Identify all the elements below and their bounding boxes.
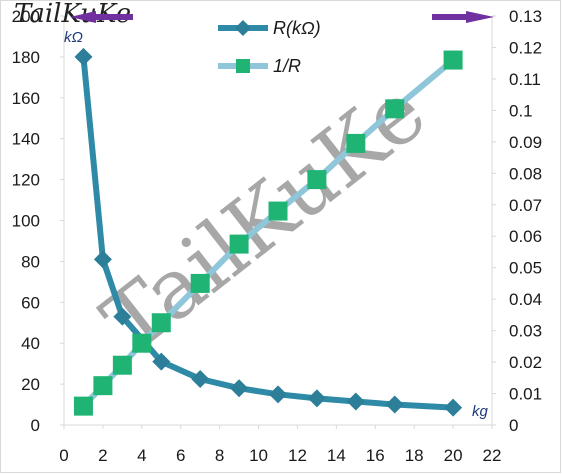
data-point-resistance bbox=[152, 352, 171, 371]
y-left-tick-label: 200 bbox=[12, 7, 40, 26]
y-right-tick-label: 0.01 bbox=[509, 385, 542, 404]
y-left-tick-label: 160 bbox=[12, 89, 40, 108]
right-axis-arrow-icon bbox=[432, 11, 494, 23]
y-left-tick-label: 100 bbox=[12, 212, 40, 231]
x-tick-label: 20 bbox=[444, 446, 463, 465]
data-point-reciprocal bbox=[385, 99, 405, 119]
legend-label-resistance: R(kΩ) bbox=[273, 18, 321, 38]
y-right-tick-label: 0 bbox=[509, 416, 518, 435]
y-right-tick-label: 0.03 bbox=[509, 322, 542, 341]
data-point-resistance bbox=[307, 389, 326, 408]
y-left-tick-label: 80 bbox=[21, 252, 40, 271]
y-right-tick-label: 0.05 bbox=[509, 259, 542, 278]
left-axis-arrow-icon bbox=[70, 11, 133, 23]
y-right-tick-label: 0.07 bbox=[509, 196, 542, 215]
data-point-resistance bbox=[74, 47, 93, 66]
arrows-layer bbox=[70, 11, 494, 23]
x-tick-label: 22 bbox=[483, 446, 502, 465]
y-left-tick-label: 40 bbox=[21, 334, 40, 353]
x-tick-label: 8 bbox=[215, 446, 224, 465]
x-tick-label: 16 bbox=[366, 446, 385, 465]
y-right-tick-label: 0.11 bbox=[509, 70, 541, 89]
legend-label-reciprocal: 1/R bbox=[273, 56, 301, 76]
y-right-tick-label: 0.09 bbox=[509, 133, 542, 152]
y-right-tick-label: 0.12 bbox=[509, 38, 542, 57]
y-left-tick-label: 140 bbox=[12, 130, 40, 149]
plot-layer bbox=[73, 47, 463, 417]
x-axis-unit-label: kg bbox=[472, 403, 489, 420]
data-point-resistance bbox=[269, 385, 287, 404]
x-tick-label: 12 bbox=[288, 446, 307, 465]
data-point-resistance bbox=[93, 250, 112, 269]
y-axis-unit-label: kΩ bbox=[64, 29, 83, 46]
data-point-resistance bbox=[444, 398, 463, 417]
legend-marker-reciprocal bbox=[236, 59, 250, 73]
data-point-reciprocal bbox=[190, 273, 210, 293]
x-tick-label: 6 bbox=[176, 446, 185, 465]
y-right-tick-label: 0.04 bbox=[509, 290, 542, 309]
data-point-reciprocal bbox=[132, 333, 152, 353]
x-tick-label: 4 bbox=[137, 446, 146, 465]
y-left-tick-label: 120 bbox=[12, 171, 40, 190]
data-point-reciprocal bbox=[112, 355, 132, 375]
data-point-resistance bbox=[113, 307, 132, 326]
data-point-resistance bbox=[230, 379, 249, 398]
y-right-tick-label: 0.1 bbox=[509, 101, 533, 120]
y-right-tick-label: 0.02 bbox=[509, 353, 542, 372]
data-point-reciprocal bbox=[73, 396, 93, 416]
data-point-resistance bbox=[346, 392, 365, 411]
x-tick-label: 14 bbox=[327, 446, 346, 465]
data-point-reciprocal bbox=[346, 133, 366, 153]
y-right-tick-label: 0.06 bbox=[509, 227, 542, 246]
x-tick-label: 0 bbox=[59, 446, 68, 465]
legend-marker-resistance bbox=[235, 20, 251, 36]
data-point-resistance bbox=[385, 395, 404, 414]
y-right-tick-label: 0.13 bbox=[509, 7, 542, 26]
y-left-tick-label: 60 bbox=[21, 293, 40, 312]
x-tick-label: 18 bbox=[405, 446, 424, 465]
data-point-reciprocal bbox=[443, 50, 463, 70]
x-tick-label: 2 bbox=[98, 446, 107, 465]
data-point-reciprocal bbox=[93, 376, 113, 396]
legend: R(kΩ) 1/R bbox=[218, 18, 321, 76]
y-right-tick-label: 0.08 bbox=[509, 164, 542, 183]
data-point-reciprocal bbox=[307, 170, 327, 190]
axes-layer: 0 2 4 6 8 10 12 14 16 18 20 22 0 20 40 60 80 100 120 140 160… bbox=[12, 7, 542, 465]
data-point-resistance bbox=[191, 369, 210, 388]
data-point-reciprocal bbox=[268, 201, 288, 221]
data-point-reciprocal bbox=[229, 234, 249, 254]
x-tick-label: 10 bbox=[249, 446, 268, 465]
y-left-tick-label: 0 bbox=[31, 416, 40, 435]
y-left-tick-label: 180 bbox=[12, 48, 40, 67]
data-point-reciprocal bbox=[151, 313, 171, 333]
y-left-tick-label: 20 bbox=[21, 375, 40, 394]
